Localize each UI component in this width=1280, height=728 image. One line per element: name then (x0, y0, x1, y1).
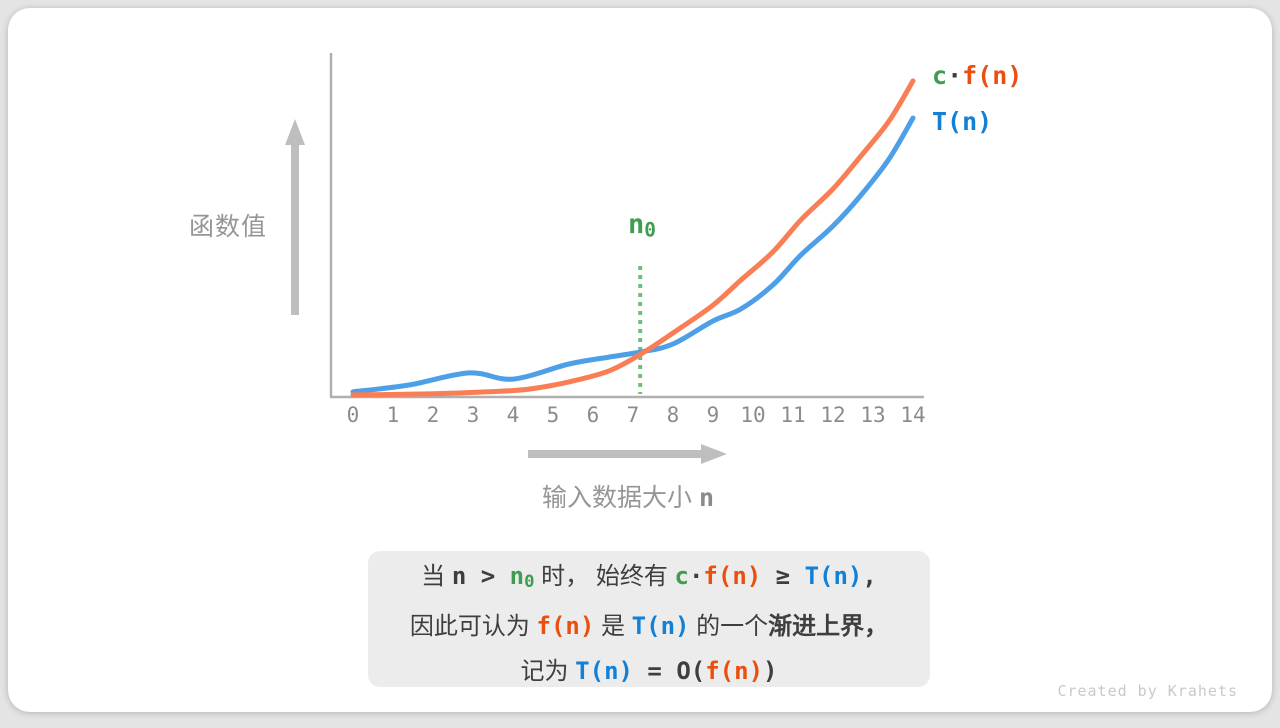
text-segment: n (451, 562, 467, 590)
text-segment: T(n) (932, 107, 993, 136)
x-tick-label: 3 (466, 403, 480, 427)
text-segment: f(n) (962, 61, 1023, 90)
text-segment: 0 (644, 218, 656, 242)
text-segment: ≥ (761, 562, 805, 590)
x-axis-label: 输入数据大小 n (478, 478, 778, 514)
explanation-line-2: 因此可认为 f(n) 是 T(n) 的一个渐进上界， (368, 604, 930, 649)
x-tick-label: 10 (740, 403, 766, 427)
text-segment: · (688, 562, 704, 590)
text-segment: T(n) (575, 657, 633, 686)
x-tick-label: 5 (546, 403, 560, 427)
x-tick-label: 7 (626, 403, 640, 427)
y-axis-label: 函数值 (189, 213, 268, 241)
explanation-line-3: 记为 T(n) = O(f(n)) (368, 649, 930, 694)
text-segment: 的一个 (689, 613, 769, 641)
text-segment: 始终有 (589, 563, 675, 590)
text-segment: 当 (421, 563, 452, 590)
text-segment: n (628, 209, 645, 240)
explanation-line-1: 当 n > n0 时， 始终有 c·f(n) ≥ T(n), (368, 554, 930, 604)
text-segment: c (674, 562, 689, 590)
curve-tn (350, 115, 916, 395)
text-segment: ， (864, 613, 889, 641)
legend-cfn: c·f(n) (932, 61, 1022, 90)
x-tick-label: 2 (426, 403, 440, 427)
x-tick-label: 8 (666, 403, 680, 427)
text-segment: T(n) (804, 562, 863, 590)
text-segment: f(n) (703, 562, 762, 590)
watermark: Created by Krahets (1057, 682, 1238, 700)
text-segment: ) (763, 657, 778, 686)
text-segment: n (698, 483, 714, 512)
text-segment: 输入数据大小 (541, 484, 699, 512)
text-segment: 0 (524, 572, 535, 593)
x-tick-label: 13 (860, 403, 886, 427)
legend-tn: T(n) (932, 107, 992, 136)
x-tick-label: 9 (706, 403, 720, 427)
text-segment: c (932, 61, 948, 90)
y-axis-arrow (285, 119, 305, 315)
text-segment: · (947, 61, 963, 90)
text-segment: 是 (594, 613, 632, 641)
text-segment: 记为 (520, 658, 576, 686)
text-segment: 渐进上界 (768, 613, 865, 641)
x-tick-label: 11 (780, 403, 806, 427)
text-segment: = (632, 657, 677, 686)
text-segment: n (509, 562, 525, 590)
text-segment: , (862, 562, 877, 590)
text-segment: > (466, 562, 510, 590)
x-axis-ticks: 0 1 2 3 4 5 6 7 8 9 10 11 12 13 14 (333, 403, 933, 427)
text-segment: f(n) (536, 612, 595, 641)
x-tick-label: 4 (506, 403, 520, 427)
x-tick-label: 6 (586, 403, 600, 427)
text-segment: 因此可认为 (409, 613, 537, 641)
text-segment: T(n) (631, 612, 690, 641)
n0-annotation-label: n0 (612, 209, 672, 241)
text-segment: 时， (534, 563, 590, 590)
x-tick-label: 0 (346, 403, 360, 427)
x-tick-label: 1 (386, 403, 400, 427)
x-tick-label: 12 (820, 403, 846, 427)
x-tick-label: 14 (900, 403, 926, 427)
explanation-box: 当 n > n0 时， 始终有 c·f(n) ≥ T(n), 因此可认为 f(n… (368, 551, 930, 687)
x-axis-arrow (528, 444, 727, 464)
figure-card: 函数值 c·f(n) T(n) n0 0 1 2 3 4 5 6 7 8 9 10 11 12 13 14 … (8, 8, 1272, 712)
text-segment: O( (676, 657, 706, 686)
text-segment: f(n) (705, 657, 764, 686)
